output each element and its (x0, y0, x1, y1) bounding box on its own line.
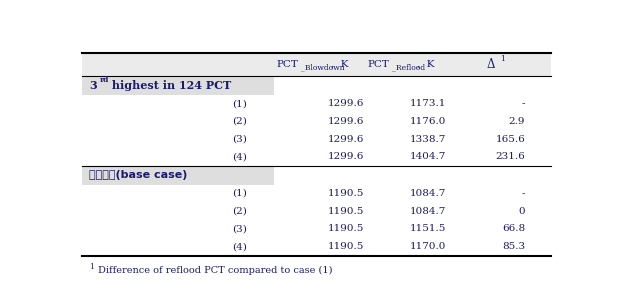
Text: PCT: PCT (276, 60, 298, 69)
Bar (82, 53, 551, 76)
Text: 3: 3 (89, 80, 97, 91)
Text: PCT: PCT (367, 60, 389, 69)
Text: Δ: Δ (487, 58, 495, 71)
Text: 1173.1: 1173.1 (410, 99, 446, 108)
Bar (82, 76, 274, 95)
Text: 1170.0: 1170.0 (410, 242, 446, 251)
Text: 1404.7: 1404.7 (410, 152, 446, 161)
Text: -: - (522, 189, 525, 198)
Text: 1084.7: 1084.7 (410, 189, 446, 198)
Text: 1299.6: 1299.6 (328, 152, 365, 161)
Text: 1151.5: 1151.5 (410, 224, 446, 233)
Bar (82, 166, 274, 185)
Text: 1190.5: 1190.5 (328, 189, 365, 198)
Text: 85.3: 85.3 (502, 242, 525, 251)
Text: 165.6: 165.6 (495, 134, 525, 144)
Text: 1299.6: 1299.6 (328, 134, 365, 144)
Text: 1190.5: 1190.5 (328, 242, 365, 251)
Text: (1): (1) (232, 189, 247, 198)
Text: (3): (3) (232, 134, 247, 144)
Text: 1299.6: 1299.6 (328, 99, 365, 108)
Text: Difference of reflood PCT compared to case (1): Difference of reflood PCT compared to ca… (98, 266, 332, 275)
Text: 기본계산(base case): 기본계산(base case) (89, 170, 188, 180)
Text: 1190.5: 1190.5 (328, 207, 365, 216)
Text: 1299.6: 1299.6 (328, 117, 365, 126)
Text: 2.9: 2.9 (509, 117, 525, 126)
Text: (2): (2) (232, 117, 247, 126)
Text: ,  K: , K (417, 60, 435, 69)
Text: _Blowdown: _Blowdown (301, 64, 345, 72)
Text: 1190.5: 1190.5 (328, 224, 365, 233)
Text: ,  K: , K (331, 60, 349, 69)
Text: rd: rd (99, 76, 109, 84)
Text: 1: 1 (500, 56, 504, 64)
Text: 66.8: 66.8 (502, 224, 525, 233)
Text: 0: 0 (519, 207, 525, 216)
Text: -: - (522, 99, 525, 108)
Text: 1176.0: 1176.0 (410, 117, 446, 126)
Text: (4): (4) (232, 152, 247, 161)
Text: highest in 124 PCT: highest in 124 PCT (108, 80, 232, 91)
Text: 231.6: 231.6 (495, 152, 525, 161)
Text: 1338.7: 1338.7 (410, 134, 446, 144)
Text: (1): (1) (232, 99, 247, 108)
Text: _Reflood: _Reflood (392, 64, 425, 72)
Text: 1: 1 (89, 262, 94, 270)
Text: (3): (3) (232, 224, 247, 233)
Text: (2): (2) (232, 207, 247, 216)
Text: 1084.7: 1084.7 (410, 207, 446, 216)
Text: (4): (4) (232, 242, 247, 251)
